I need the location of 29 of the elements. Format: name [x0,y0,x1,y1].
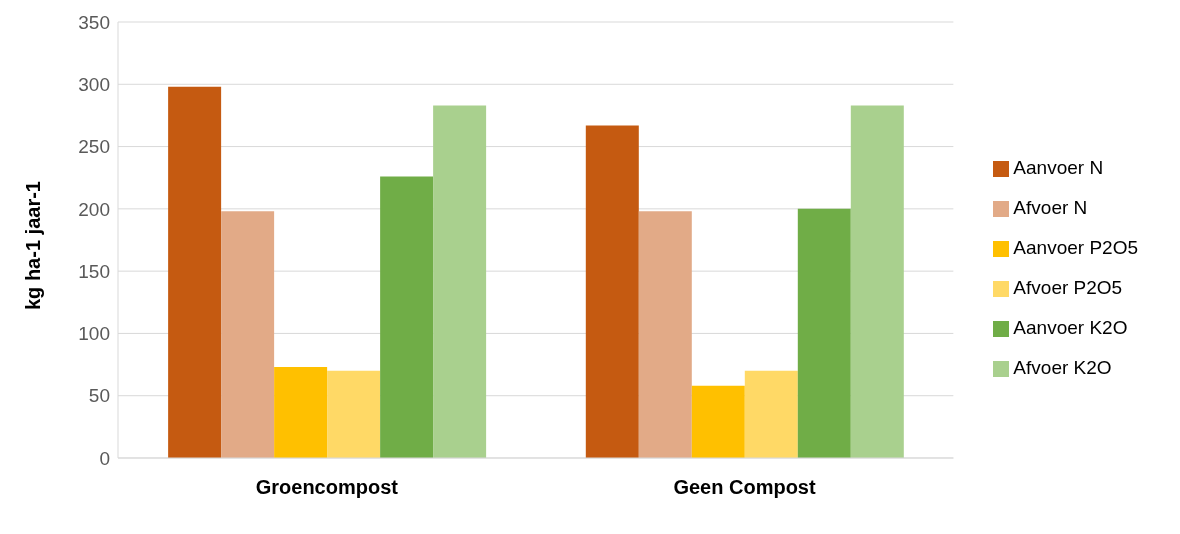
bar [168,86,222,458]
legend-label: Afvoer P2O5 [1013,277,1123,298]
bar [797,208,851,458]
bar [744,370,798,458]
y-tick-label: 250 [78,136,110,158]
x-tick-label: Groencompost [255,476,399,499]
legend-label: Aanvoer P2O5 [1013,237,1138,258]
legend-label: Aanvoer K2O [1013,317,1128,338]
bar [380,176,434,458]
y-tick-label: 50 [88,385,110,407]
y-tick-label: 300 [78,74,110,96]
y-tick-label: 350 [78,11,110,33]
legend-label: Aanvoer N [1013,157,1104,178]
bar [691,385,745,458]
bar [433,105,487,458]
y-tick-label: 200 [78,198,110,220]
bar [221,211,275,458]
bar [850,105,904,458]
bar [327,370,381,458]
legend-label: Afvoer N [1013,197,1088,218]
legend-label: Afvoer K2O [1013,357,1112,378]
y-axis-title: kg ha-1 jaar-1 [22,181,45,310]
y-tick-label: 0 [99,447,110,469]
bar [638,211,692,458]
bar [585,125,639,458]
y-tick-label: 150 [78,260,110,282]
bar [274,367,328,458]
y-tick-label: 100 [78,323,110,345]
x-tick-label: Geen Compost [673,476,816,499]
